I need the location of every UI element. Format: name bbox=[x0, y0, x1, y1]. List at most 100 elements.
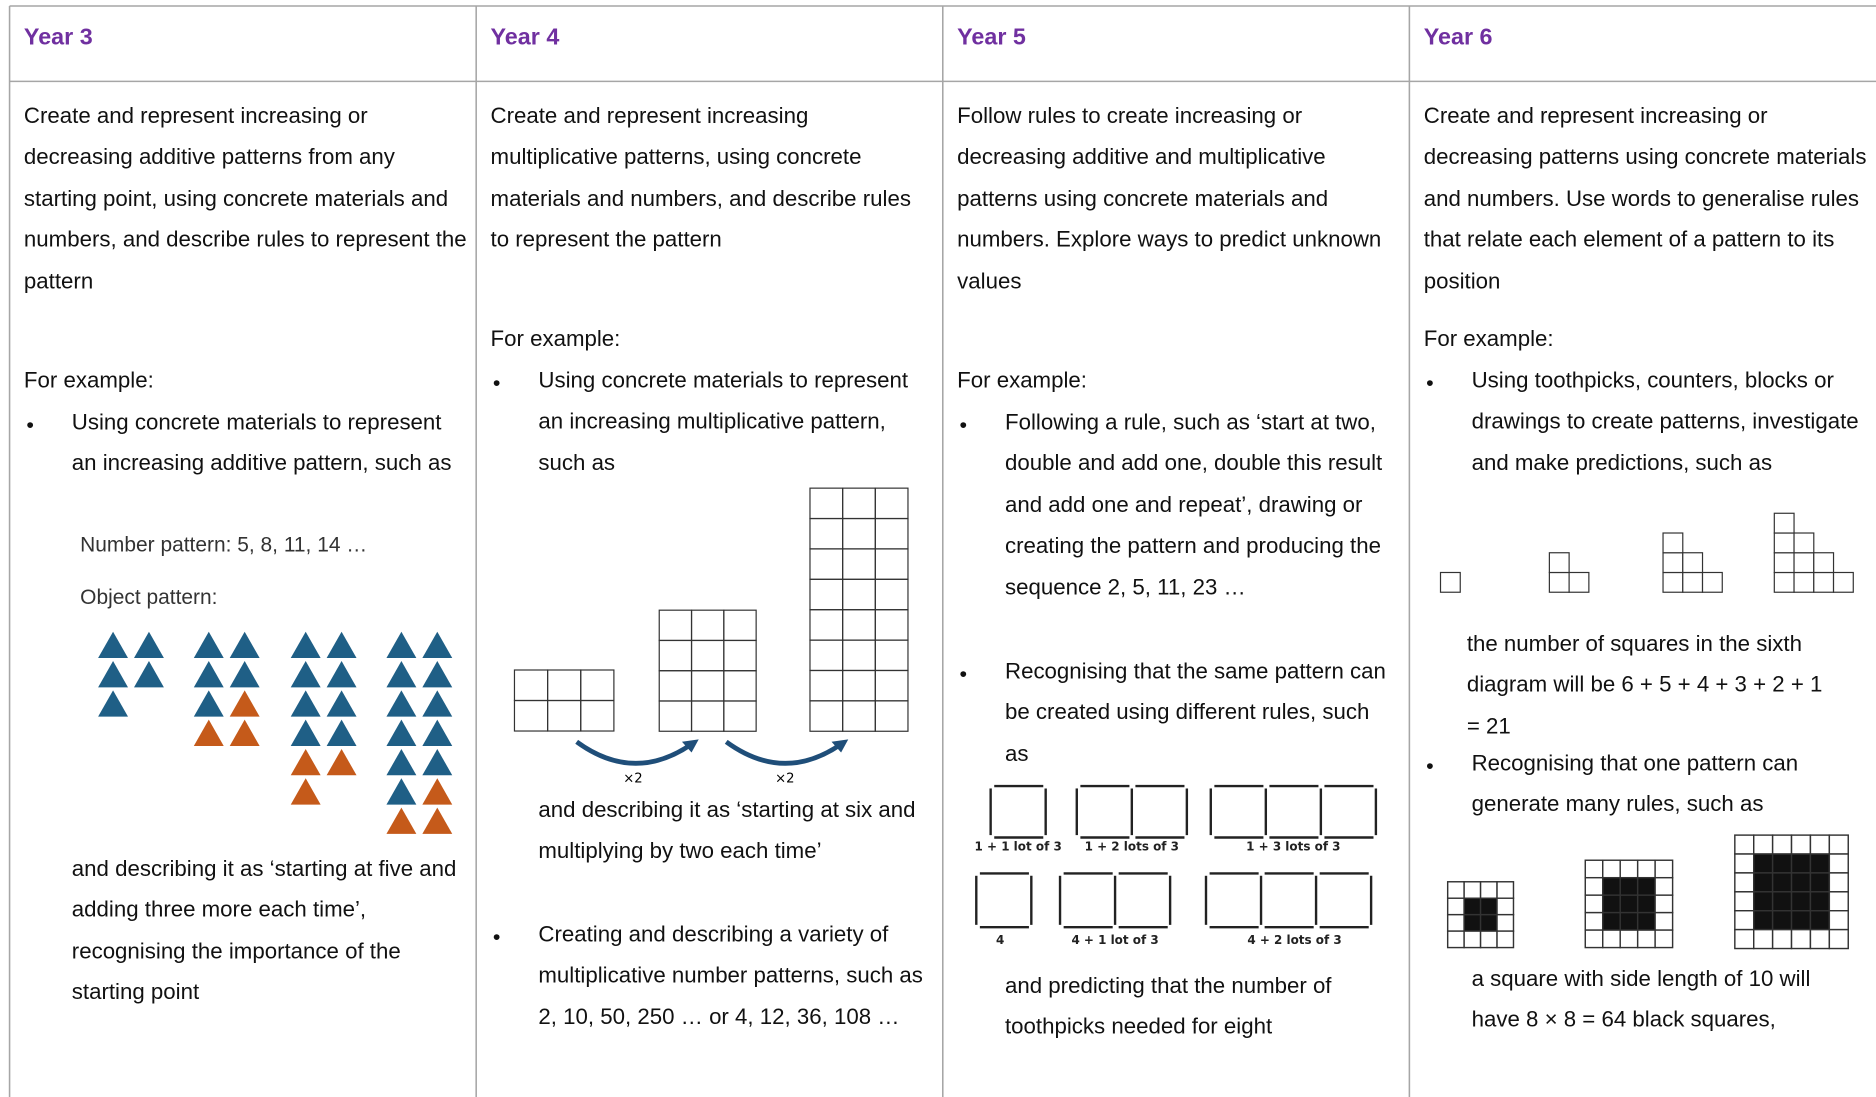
triangle bbox=[386, 661, 417, 688]
grid-cell bbox=[809, 700, 844, 732]
grid-cell bbox=[842, 487, 876, 520]
grid-cell bbox=[874, 578, 909, 611]
triangle bbox=[422, 748, 453, 776]
grid-cell bbox=[842, 669, 876, 702]
black-square bbox=[1463, 913, 1482, 932]
triangle bbox=[386, 778, 417, 805]
white-square bbox=[1636, 859, 1656, 879]
item-after: and describing it as ‘starting at six an… bbox=[538, 796, 916, 864]
white-square bbox=[1828, 910, 1849, 931]
white-square bbox=[1479, 881, 1498, 899]
grid-cell bbox=[580, 669, 615, 702]
square bbox=[1793, 552, 1815, 574]
grid-cell bbox=[547, 699, 582, 732]
bordered-squares bbox=[1446, 834, 1849, 950]
number-pattern: Number pattern: 5, 8, 11, 14 … bbox=[80, 532, 368, 557]
arrowheads bbox=[681, 739, 849, 753]
description: Create and represent increasing or decre… bbox=[1423, 102, 1867, 293]
white-square bbox=[1828, 872, 1849, 893]
white-square bbox=[1654, 859, 1674, 879]
staircase-pattern bbox=[1439, 512, 1854, 593]
white-square bbox=[1496, 913, 1515, 932]
grid-cell bbox=[809, 639, 844, 672]
square bbox=[1662, 552, 1684, 574]
grid-cell bbox=[809, 517, 844, 550]
square bbox=[1701, 571, 1723, 593]
grid-cell bbox=[809, 578, 844, 611]
triangle bbox=[229, 690, 260, 717]
toothpicks bbox=[1324, 784, 1378, 839]
triangle bbox=[290, 778, 321, 805]
triangle bbox=[193, 719, 224, 746]
triangle bbox=[422, 778, 453, 805]
item-text: Using concrete materials to represent an… bbox=[71, 409, 452, 476]
white-square bbox=[1584, 894, 1604, 914]
white-square bbox=[1809, 834, 1831, 855]
triangle bbox=[229, 719, 260, 746]
grid-cell bbox=[874, 609, 909, 641]
triangle bbox=[422, 661, 453, 688]
black-square bbox=[1602, 911, 1621, 931]
toothpick-label: 4 + 2 lots of 3 bbox=[1247, 933, 1341, 947]
item-after: and predicting that the number of toothp… bbox=[1005, 972, 1332, 1039]
example-label: For example: bbox=[490, 325, 621, 351]
example-label: For example: bbox=[1423, 325, 1554, 351]
triangle bbox=[290, 690, 321, 717]
white-square bbox=[1771, 834, 1793, 855]
black-square bbox=[1809, 853, 1831, 874]
triangle bbox=[326, 631, 357, 659]
grid-cell bbox=[580, 699, 615, 732]
white-square bbox=[1654, 894, 1674, 914]
white-square bbox=[1584, 911, 1604, 931]
white-square bbox=[1734, 928, 1755, 950]
black-square bbox=[1753, 872, 1774, 893]
grid-cell bbox=[690, 639, 725, 672]
grid-cell bbox=[547, 669, 582, 702]
black-square bbox=[1771, 910, 1793, 931]
grid-cell bbox=[809, 669, 844, 702]
triangle bbox=[193, 631, 224, 659]
item-after: a square with side length of 10 will hav… bbox=[1471, 965, 1811, 1032]
arrow-label: ×2 bbox=[775, 771, 794, 786]
square bbox=[1793, 532, 1815, 554]
triangle bbox=[193, 661, 224, 688]
white-square bbox=[1496, 897, 1515, 916]
white-square bbox=[1734, 834, 1755, 855]
triangle bbox=[326, 748, 357, 776]
grid-cell bbox=[658, 670, 693, 702]
white-square bbox=[1828, 928, 1849, 950]
grid-cell bbox=[658, 639, 693, 672]
toothpicks bbox=[1063, 872, 1117, 929]
white-square bbox=[1584, 876, 1604, 896]
grid-cell bbox=[723, 609, 757, 642]
white-square bbox=[1602, 859, 1621, 879]
black-square bbox=[1809, 910, 1831, 931]
white-square bbox=[1496, 881, 1515, 899]
white-square bbox=[1446, 930, 1465, 949]
white-square bbox=[1771, 928, 1793, 950]
arrows bbox=[575, 739, 843, 766]
grid-cell bbox=[513, 669, 549, 702]
triangle bbox=[98, 661, 129, 688]
arrow-label: ×2 bbox=[623, 771, 642, 786]
grid-cell bbox=[874, 669, 909, 702]
toothpicks bbox=[1135, 784, 1189, 839]
toothpick-pattern bbox=[975, 784, 1378, 929]
grid-cell bbox=[723, 639, 757, 672]
square bbox=[1548, 552, 1570, 574]
square bbox=[1793, 571, 1815, 593]
white-square bbox=[1463, 930, 1482, 949]
black-square bbox=[1636, 894, 1656, 914]
grid-cell bbox=[842, 609, 876, 641]
square bbox=[1568, 571, 1590, 593]
table-borders bbox=[8, 5, 1876, 1097]
item-text: Using toothpicks, counters, blocks or dr… bbox=[1471, 367, 1859, 475]
toothpicks bbox=[1118, 872, 1172, 929]
example-label: For example: bbox=[23, 367, 154, 393]
white-square bbox=[1828, 853, 1849, 874]
black-square bbox=[1619, 876, 1639, 896]
triangle bbox=[386, 719, 417, 746]
black-square bbox=[1790, 891, 1812, 912]
